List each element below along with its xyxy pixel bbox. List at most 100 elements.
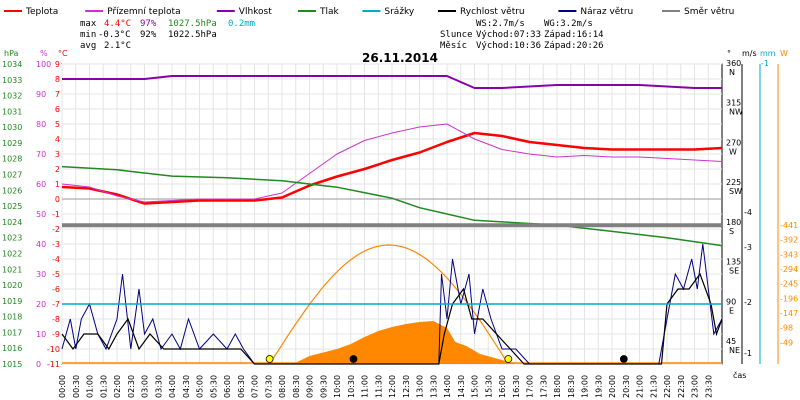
tick-x-47: 23:30 [704,375,713,398]
tick-x-31: 15:30 [484,375,493,398]
tick-x-32: 16:00 [498,375,507,398]
tick-x-45: 22:30 [677,375,686,398]
legend-label-1: Přízemní teplota [107,7,180,17]
wind-wg: WG:3.2m/s [544,19,593,29]
series-line-1 [61,123,723,203]
tick-humidity-6: 60 [36,180,46,189]
wind-speed-line [61,272,723,365]
tick-solar-2: -147 [780,309,798,318]
tick-temp-8: -3 [52,240,60,249]
tick-temp-11: 0 [55,195,60,204]
tick-x-23: 11:30 [374,375,383,398]
tick-temp-13: 2 [55,165,60,174]
tick-pressure-6: 1021 [2,265,22,274]
tick-x-12: 06:00 [223,375,232,398]
tick-x-9: 04:30 [182,375,191,398]
stats-block: max 4.4°C 97% 1027.5hPa 0.2mm min -0.3°C… [80,19,604,51]
legend-label-6: Náraz větru [580,7,633,17]
legend-label-3: Tlak [319,7,340,17]
stat-min-press: 1022.5hPa [168,30,217,40]
tick-x-16: 08:00 [278,375,287,398]
legend-label-4: Srážky [384,7,415,17]
axis-unit-wm2: W [780,49,788,58]
tick-temp-6: -5 [52,270,60,279]
tick-x-11: 05:30 [209,375,218,398]
irradiance-area [293,321,516,364]
wind-layer [61,243,723,365]
sunset-marker [504,355,513,363]
moonrise-marker [349,355,358,363]
tick-x-8: 04:00 [168,375,177,398]
tick-pressure-3: 1018 [2,313,22,322]
tick-x-7: 03:30 [154,375,163,398]
wind-ws: WS:2.7m/s [476,19,525,29]
tick-pressure-19: 1034 [2,60,22,69]
tick-solar-0: -49 [780,338,793,347]
tick-temp-4: -7 [52,300,60,309]
x-tick-layer: 00:00 00:30 01:00 01:30 02:00 02:30 03:00 03:30… [58,375,713,398]
tick-x-4: 02:00 [113,375,122,398]
moon-label: Měsíc [440,41,467,51]
tick-x-21: 10:30 [347,375,356,398]
tick-x-37: 18:30 [567,375,576,398]
tick-x-35: 17:30 [539,375,548,398]
tick-humidity-3: 30 [36,270,46,279]
tick-ms-0: -1 [744,349,752,358]
tick-pressure-13: 1028 [2,155,22,164]
tick-x-15: 07:30 [264,375,273,398]
tick-humidity-1: 10 [36,330,46,339]
sunrise-marker [265,355,274,363]
tick-dir-3: 225 [726,178,741,187]
tick-x-30: 15:00 [471,375,480,398]
legend-label-5: Rychlost větru [460,7,525,17]
tick-solar-1: -98 [780,324,793,333]
tick-x-22: 11:00 [361,375,370,398]
tick-dir-2: 270 [726,138,741,147]
tick-humidity-2: 20 [36,300,46,309]
tick-x-3: 01:30 [99,375,108,398]
tick-temp-20: 9 [55,60,60,69]
tick-temp-18: 7 [55,90,60,99]
stat-min-label: min [80,30,96,40]
tick-temp-16: 5 [55,120,60,129]
tick-solar-4: -245 [780,280,798,289]
tick-dir-6: 90 [726,297,736,306]
series-layer [61,75,723,305]
tick-x-38: 19:00 [581,375,590,398]
tick-x-1: 00:30 [72,375,81,398]
tick-x-42: 21:00 [636,375,645,398]
tick-temp-1: -10 [47,345,60,354]
stat-max-temp: 4.4°C [104,19,131,29]
tick-pressure-16: 1031 [2,107,22,116]
stat-min-temp: -0.3°C [98,30,131,40]
tick-dir-label-4: S [729,227,734,236]
tick-humidity-0: 0 [36,360,41,369]
tick-pressure-4: 1019 [2,297,22,306]
tick-humidity-5: 50 [36,210,46,219]
tick-x-6: 03:00 [141,375,150,398]
tick-mm-0: -1 [761,59,769,68]
tick-solar-8: -441 [780,221,798,230]
tick-dir-label-5: SE [729,267,739,276]
tick-x-18: 09:00 [306,375,315,398]
tick-temp-7: -4 [52,255,60,264]
tick-pressure-8: 1023 [2,234,22,243]
tick-x-0: 00:00 [58,375,67,398]
tick-x-17: 08:30 [292,375,301,398]
stat-avg-temp: 2.1°C [104,41,131,51]
stat-max-press: 1027.5hPa [168,19,217,29]
axis-unit-cas: čas [733,370,746,380]
tick-temp-12: 1 [55,180,60,189]
axis-unit-degree: ° [727,49,731,58]
tick-humidity-8: 80 [36,120,46,129]
tick-solar-5: -294 [780,265,798,274]
tick-solar-3: -196 [780,294,798,303]
tick-solar-7: -392 [780,236,798,245]
tick-pressure-11: 1026 [2,186,22,195]
tick-dir-label-0: N [729,68,735,77]
stat-avg-label: avg [80,41,96,51]
tick-x-25: 12:30 [402,375,411,398]
tick-temp-5: -6 [52,285,60,294]
tick-x-27: 13:30 [429,375,438,398]
